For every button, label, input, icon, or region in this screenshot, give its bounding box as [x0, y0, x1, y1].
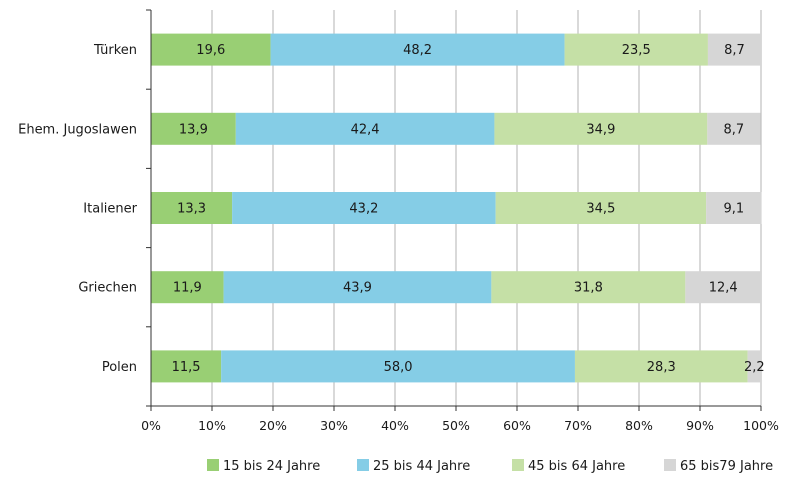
legend-swatch [664, 459, 676, 471]
data-label: 9,1 [724, 202, 745, 217]
category-label: Ehem. Jugoslawen [18, 122, 137, 137]
data-label: 34,9 [586, 122, 615, 137]
bar-segment-griechen-4 [685, 271, 761, 304]
x-tick-label: 70% [564, 418, 592, 433]
data-label: 34,5 [586, 202, 615, 217]
data-label: 28,3 [647, 360, 676, 375]
bar-segment-ehem-jugoslawen-1 [151, 112, 236, 145]
data-label: 8,7 [724, 122, 745, 137]
data-labels: 19,6 48,2 23,5 8,7 13,9 42,4 34,9 8,7 13,3 43,2 34… [172, 43, 765, 375]
data-label: 11,5 [172, 360, 201, 375]
x-tick-label: 0% [141, 418, 161, 433]
x-axis: 0% 10% 20% 30% 40% 50% 60% 70% 80% 90% 100% [141, 405, 779, 433]
bar-segment-türken-2 [270, 33, 565, 66]
x-tick-label: 90% [686, 418, 714, 433]
data-label: 58,0 [384, 360, 413, 375]
data-label: 13,3 [177, 202, 206, 217]
bar-segment-italiener-3 [495, 192, 707, 224]
data-label: 8,7 [724, 43, 745, 58]
bar-segment-ehem-jugoslawen-2 [235, 112, 495, 145]
data-label: 13,9 [179, 122, 208, 137]
legend: 15 bis 24 Jahre 25 bis 44 Jahre 45 bis 64 … [207, 459, 773, 474]
x-tick-label: 20% [259, 418, 287, 433]
legend-label: 25 bis 44 Jahre [373, 459, 470, 474]
data-label: 48,2 [403, 43, 432, 58]
x-tick-label: 30% [320, 418, 348, 433]
data-label: 19,6 [196, 43, 225, 58]
bar-segment-türken-4 [707, 33, 761, 66]
data-label: 2,2 [744, 360, 765, 375]
x-tick-label: 10% [198, 418, 226, 433]
bar-segment-türken-1 [151, 33, 271, 66]
x-tick-label: 100% [743, 418, 779, 433]
data-label: 43,2 [349, 202, 378, 217]
legend-swatch [207, 459, 219, 471]
bar-segment-polen-1 [151, 350, 222, 383]
legend-label: 65 bis79 Jahre [680, 459, 773, 474]
bar-segments [151, 33, 762, 383]
data-label: 11,9 [173, 281, 202, 296]
bar-segment-ehem-jugoslawen-3 [494, 112, 708, 145]
data-label: 12,4 [709, 281, 738, 296]
data-label: 43,9 [343, 281, 372, 296]
category-label: Griechen [78, 281, 137, 296]
bar-segment-türken-3 [564, 33, 708, 66]
data-label: 31,8 [574, 281, 603, 296]
bar-segment-polen-2 [221, 350, 575, 383]
legend-label: 15 bis 24 Jahre [223, 459, 320, 474]
bar-segment-griechen-3 [491, 271, 686, 304]
bar-segment-griechen-1 [151, 271, 224, 304]
x-tick-label: 50% [442, 418, 470, 433]
bar-segment-ehem-jugoslawen-4 [707, 112, 761, 145]
bar-segment-polen-3 [574, 350, 748, 383]
data-label: 42,4 [351, 122, 380, 137]
category-label: Italiener [83, 202, 137, 217]
bar-segment-italiener-1 [151, 192, 233, 224]
bar-segment-polen-4 [747, 350, 761, 383]
x-tick-label: 80% [625, 418, 653, 433]
bar-segment-griechen-2 [223, 271, 492, 304]
x-tick-label: 40% [381, 418, 409, 433]
bar-segment-italiener-2 [232, 192, 496, 224]
x-tick-label: 60% [503, 418, 531, 433]
legend-swatch [512, 459, 524, 471]
y-axis: Türken Ehem. Jugoslawen Italiener Griechen P… [18, 9, 152, 407]
legend-label: 45 bis 64 Jahre [528, 459, 625, 474]
category-label: Polen [102, 360, 137, 375]
category-label: Türken [93, 43, 137, 58]
legend-swatch [357, 459, 369, 471]
bar-segment-italiener-4 [706, 192, 762, 224]
data-label: 23,5 [622, 43, 651, 58]
